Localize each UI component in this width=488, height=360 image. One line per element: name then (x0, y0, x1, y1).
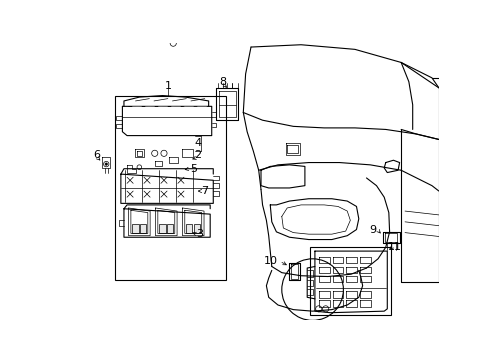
Bar (132, 224, 138, 233)
Text: 7: 7 (201, 186, 208, 196)
Circle shape (105, 163, 107, 165)
Text: 2: 2 (194, 150, 201, 160)
Text: 1: 1 (164, 81, 171, 91)
Text: 8: 8 (219, 77, 226, 87)
Bar (167, 224, 173, 233)
Bar (186, 224, 192, 233)
Bar (159, 224, 165, 233)
Bar (310, 247, 390, 315)
Text: 11: 11 (387, 242, 401, 252)
Text: 9: 9 (368, 225, 376, 235)
Bar (194, 224, 200, 233)
Text: 5: 5 (189, 164, 196, 174)
Text: 10: 10 (264, 256, 277, 266)
Text: 3: 3 (196, 229, 203, 239)
Text: 6: 6 (93, 150, 101, 160)
Bar (115, 95, 226, 280)
Text: 4: 4 (194, 138, 201, 148)
Bar (140, 224, 146, 233)
